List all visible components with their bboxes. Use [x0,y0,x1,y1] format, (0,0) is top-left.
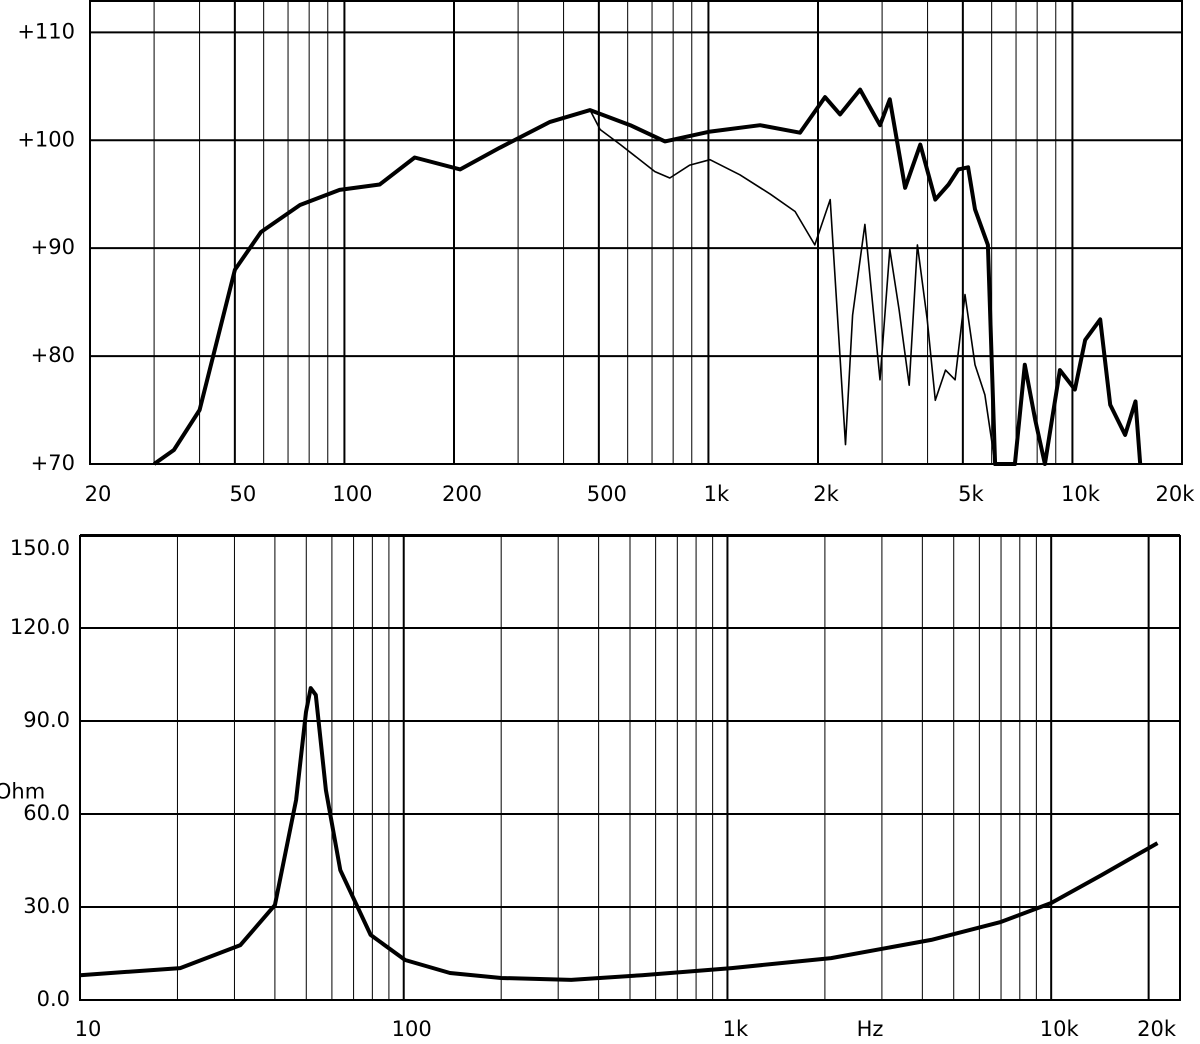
x-tick-label: 1k [723,1017,749,1041]
y-tick-label: 0.0 [37,987,70,1011]
x-tick-label: 2k [813,482,839,506]
y-axis-label: Ohm [0,780,45,804]
y-tick-label: +110 [17,19,75,43]
y-tick-label: 90.0 [23,708,70,732]
x-tick-label: 200 [442,482,482,506]
x-tick-label: 5k [958,482,984,506]
series-line [153,109,996,465]
y-tick-label: 150.0 [10,536,70,560]
y-tick-label: +80 [31,343,75,367]
y-tick-label: +70 [31,451,75,475]
y-tick-label: 60.0 [23,801,70,825]
y-tick-label: +90 [31,235,75,259]
x-tick-label: 10k [1040,1017,1080,1041]
y-tick-label: +100 [17,127,75,151]
x-tick-label: 50 [229,482,256,506]
x-tick-label: 100 [392,1017,432,1041]
x-tick-label: 10k [1061,482,1101,506]
x-tick-label: 20k [1156,482,1196,506]
x-tick-label: 10 [75,1017,102,1041]
x-tick-label: 100 [332,482,372,506]
x-tick-label: 1k [704,482,730,506]
series-line [79,686,1159,982]
x-tick-label: 20k [1137,1017,1177,1041]
x-tick-label: 500 [587,482,627,506]
y-tick-label: 30.0 [23,894,70,918]
x-tick-label: 20 [85,482,112,506]
plot-frame [79,535,1181,1001]
x-axis-label: Hz [857,1017,884,1041]
series-line [152,87,1143,466]
y-tick-label: 120.0 [10,615,70,639]
plot-frame [89,0,1183,465]
